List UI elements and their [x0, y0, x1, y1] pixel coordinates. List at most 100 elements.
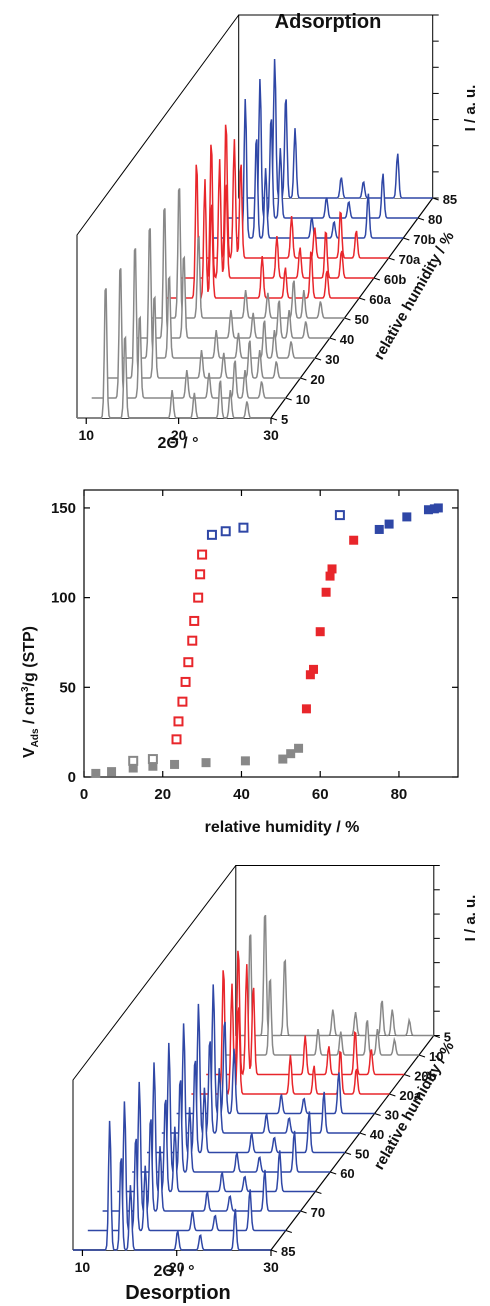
trace-line	[206, 950, 405, 1076]
series-label: 50	[355, 312, 369, 327]
isotherm-x-axis-title: relative humidity / %	[205, 819, 360, 836]
depth-tick	[270, 1249, 278, 1253]
x-tick-label: 0	[80, 786, 88, 803]
x-tick-label: 40	[233, 786, 250, 803]
x-tick-label: 30	[263, 1259, 279, 1275]
ylabel-rest: / cm	[21, 692, 38, 728]
adsorption-point	[107, 767, 117, 777]
trace-mask	[121, 228, 316, 358]
adsorption-point	[384, 519, 394, 529]
y-tick-label: 100	[51, 590, 76, 607]
series-label: 60	[340, 1166, 354, 1181]
trace-line	[224, 78, 418, 219]
series-label: 40	[370, 1127, 384, 1142]
depth-tick	[403, 237, 410, 241]
adsorption-title: Adsorption	[275, 11, 382, 33]
series-label: 10	[429, 1049, 443, 1064]
depth-tick	[432, 197, 439, 201]
desorption-point	[189, 615, 200, 626]
series-label: 70b	[413, 232, 435, 247]
depth-tick	[404, 1074, 411, 1077]
trace-line	[194, 124, 389, 259]
adsorption-point	[402, 512, 412, 522]
trace-line	[238, 58, 433, 199]
trace-line	[165, 164, 360, 299]
desorption-point	[197, 549, 208, 560]
depth-tick	[329, 337, 336, 341]
x-tick-label: 30	[263, 427, 279, 443]
series-label: 80	[428, 212, 442, 227]
depth-tick	[344, 1152, 352, 1155]
depth-tick	[417, 217, 425, 221]
adsorption-point	[321, 587, 331, 597]
trace-line	[77, 288, 271, 419]
adsorption-point	[170, 759, 180, 769]
adsorption-point	[91, 768, 101, 778]
desorption-x-axis-title: 2Θ / °	[153, 1263, 194, 1280]
adsorption-z-axis-title: I / a. u.	[462, 85, 479, 132]
series-label: 5	[444, 1030, 451, 1045]
adsorption-point	[201, 758, 211, 768]
series-label: 70	[311, 1205, 325, 1220]
adsorption-point	[433, 503, 443, 513]
depth-tick	[300, 377, 307, 381]
plot-frame	[83, 489, 459, 778]
frame-left-edge	[76, 14, 240, 418]
series-label: 60b	[384, 272, 406, 287]
desorption-point	[238, 522, 249, 533]
desorption-point	[220, 526, 231, 537]
depth-tick	[285, 1230, 292, 1233]
desorption-point	[187, 635, 198, 646]
trace-mask	[77, 288, 271, 418]
depth-tick	[388, 257, 395, 261]
frame-depth-axis	[270, 197, 434, 419]
series-label: 70a	[399, 252, 421, 267]
depth-tick	[359, 297, 366, 301]
ylabel-sup: 3	[20, 686, 31, 692]
x-tick-label: 10	[75, 1259, 91, 1275]
adsorption-point	[374, 524, 384, 534]
ylabel-main: V	[21, 747, 38, 758]
ylabel-sub: Ads	[30, 728, 41, 747]
trace-line	[73, 1120, 271, 1251]
desorption-point	[128, 755, 139, 766]
x-tick-label: 20	[171, 427, 187, 443]
trace-mask	[235, 915, 434, 1036]
y-tick-label: 50	[59, 679, 76, 696]
desorption-point	[147, 754, 158, 765]
isotherm-axes: 0 20 40 60 80 0 50 100 150	[51, 489, 459, 803]
depth-tick	[330, 1171, 337, 1175]
series-label: 5	[281, 412, 288, 427]
depth-tick	[373, 277, 381, 281]
series-label: 85	[281, 1244, 295, 1259]
series-label: 50	[355, 1147, 369, 1162]
depth-tick	[418, 1054, 426, 1058]
x-tick-label: 60	[312, 786, 329, 803]
adsorption-point	[278, 754, 288, 764]
adsorption-point	[240, 756, 250, 766]
x-tick-label: 20	[154, 786, 171, 803]
series-label: 20a	[399, 1088, 421, 1103]
ylabel-tail: /g (STP)	[21, 626, 38, 686]
frame-left-edge	[72, 865, 237, 1250]
trace-mask	[135, 208, 330, 338]
desorption-point	[206, 529, 217, 540]
isotherm-y-axis-title: VAds / cm3/g (STP)	[20, 626, 41, 758]
adsorption-point	[294, 743, 304, 753]
desorption-y-axis-title: relative humidity / %	[370, 1039, 457, 1173]
trace-mask	[238, 59, 433, 198]
depth-tick	[359, 1132, 366, 1136]
series-label: 30	[325, 352, 339, 367]
adsorption-point	[286, 749, 296, 759]
desorption-title: Desorption	[125, 1282, 231, 1304]
adsorption-point	[327, 564, 337, 574]
desorption-z-axis-title: I / a. u.	[462, 895, 479, 942]
series-label: 85	[443, 192, 457, 207]
frame-back-plane	[238, 14, 434, 199]
series-label: 40	[340, 332, 354, 347]
trace-mask	[224, 79, 418, 218]
frame-depth-axis	[270, 1035, 435, 1251]
depth-tick	[433, 1035, 440, 1038]
adsorption-point	[349, 535, 359, 545]
